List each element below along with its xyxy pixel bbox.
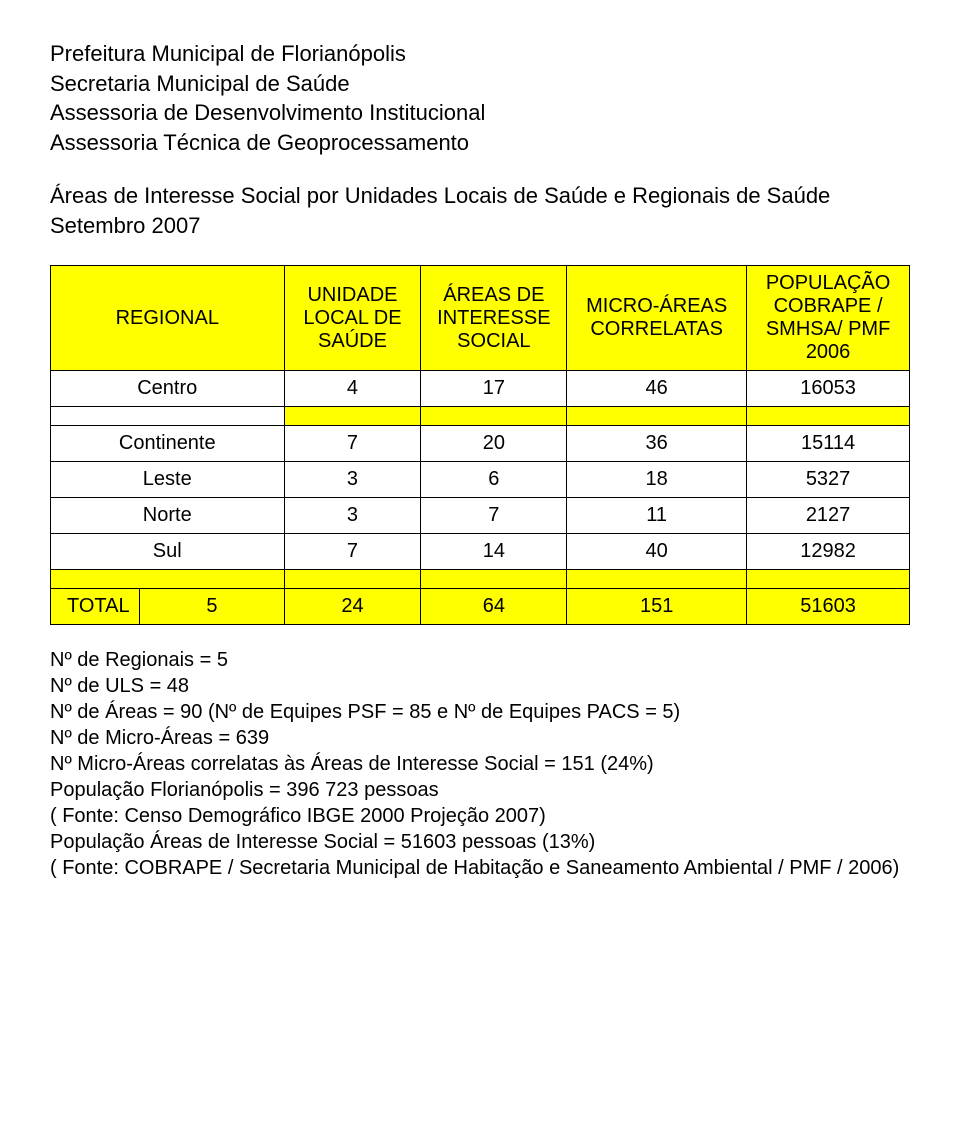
note-line: ( Fonte: COBRAPE / Secretaria Municipal …	[50, 855, 910, 881]
cell-pop: 5327	[747, 462, 910, 498]
col-pop: POPULAÇÃO COBRAPE / SMHSA/ PMF 2006	[747, 266, 910, 371]
cell-total-micro: 151	[567, 589, 747, 625]
cell-total-label: TOTAL	[51, 589, 140, 625]
header-line-3: Assessoria de Desenvolvimento Institucio…	[50, 99, 910, 127]
header-line-1: Prefeitura Municipal de Florianópolis	[50, 40, 910, 68]
table-total-row: TOTAL 5 24 64 151 51603	[51, 589, 910, 625]
cell-label: Sul	[51, 534, 285, 570]
table-row: Sul 7 14 40 12982	[51, 534, 910, 570]
cell-micro: 18	[567, 462, 747, 498]
cell-micro: 40	[567, 534, 747, 570]
cell-areas: 14	[421, 534, 567, 570]
table-header-row: REGIONAL UNIDADE LOCAL DE SAÚDE ÁREAS DE…	[51, 266, 910, 371]
cell-micro: 11	[567, 498, 747, 534]
cell-micro: 36	[567, 426, 747, 462]
table-row: Continente 7 20 36 15114	[51, 426, 910, 462]
note-line: Nº Micro-Áreas correlatas às Áreas de In…	[50, 751, 910, 777]
cell-uls: 3	[284, 462, 421, 498]
cell-uls: 3	[284, 498, 421, 534]
note-line: Nº de ULS = 48	[50, 673, 910, 699]
cell-total-uls: 24	[284, 589, 421, 625]
cell-areas: 7	[421, 498, 567, 534]
note-line: Nº de Regionais = 5	[50, 647, 910, 673]
cell-uls: 7	[284, 426, 421, 462]
note-line: Nº de Áreas = 90 (Nº de Equipes PSF = 85…	[50, 699, 910, 725]
cell-areas: 17	[421, 371, 567, 407]
cell-label: Centro	[51, 371, 285, 407]
document-notes: Nº de Regionais = 5 Nº de ULS = 48 Nº de…	[50, 647, 910, 881]
table-row: Norte 3 7 11 2127	[51, 498, 910, 534]
table-spacer	[51, 570, 910, 589]
table-row: Leste 3 6 18 5327	[51, 462, 910, 498]
cell-uls: 7	[284, 534, 421, 570]
note-line: ( Fonte: Censo Demográfico IBGE 2000 Pro…	[50, 803, 910, 829]
cell-label: Norte	[51, 498, 285, 534]
cell-areas: 20	[421, 426, 567, 462]
table-spacer	[51, 407, 910, 426]
document-header: Prefeitura Municipal de Florianópolis Se…	[50, 40, 910, 156]
note-line: Nº de Micro-Áreas = 639	[50, 725, 910, 751]
header-line-2: Secretaria Municipal de Saúde	[50, 70, 910, 98]
table-row: Centro 4 17 46 16053	[51, 371, 910, 407]
col-areas: ÁREAS DE INTERESSE SOCIAL	[421, 266, 567, 371]
cell-areas: 6	[421, 462, 567, 498]
col-uls: UNIDADE LOCAL DE SAÚDE	[284, 266, 421, 371]
note-line: População Florianópolis = 396 723 pessoa…	[50, 777, 910, 803]
header-line-4: Assessoria Técnica de Geoprocessamento	[50, 129, 910, 157]
cell-pop: 2127	[747, 498, 910, 534]
cell-micro: 46	[567, 371, 747, 407]
cell-total-areas: 64	[421, 589, 567, 625]
subtitle-line-1: Áreas de Interesse Social por Unidades L…	[50, 182, 910, 210]
cell-pop: 16053	[747, 371, 910, 407]
document-subtitle: Áreas de Interesse Social por Unidades L…	[50, 182, 910, 239]
cell-total-count: 5	[140, 589, 284, 625]
col-regional: REGIONAL	[51, 266, 285, 371]
cell-label: Leste	[51, 462, 285, 498]
note-line: População Áreas de Interesse Social = 51…	[50, 829, 910, 855]
cell-uls: 4	[284, 371, 421, 407]
cell-label: Continente	[51, 426, 285, 462]
cell-pop: 12982	[747, 534, 910, 570]
col-micro: MICRO-ÁREAS CORRELATAS	[567, 266, 747, 371]
subtitle-line-2: Setembro 2007	[50, 212, 910, 240]
data-table: REGIONAL UNIDADE LOCAL DE SAÚDE ÁREAS DE…	[50, 265, 910, 625]
cell-total-pop: 51603	[747, 589, 910, 625]
cell-pop: 15114	[747, 426, 910, 462]
